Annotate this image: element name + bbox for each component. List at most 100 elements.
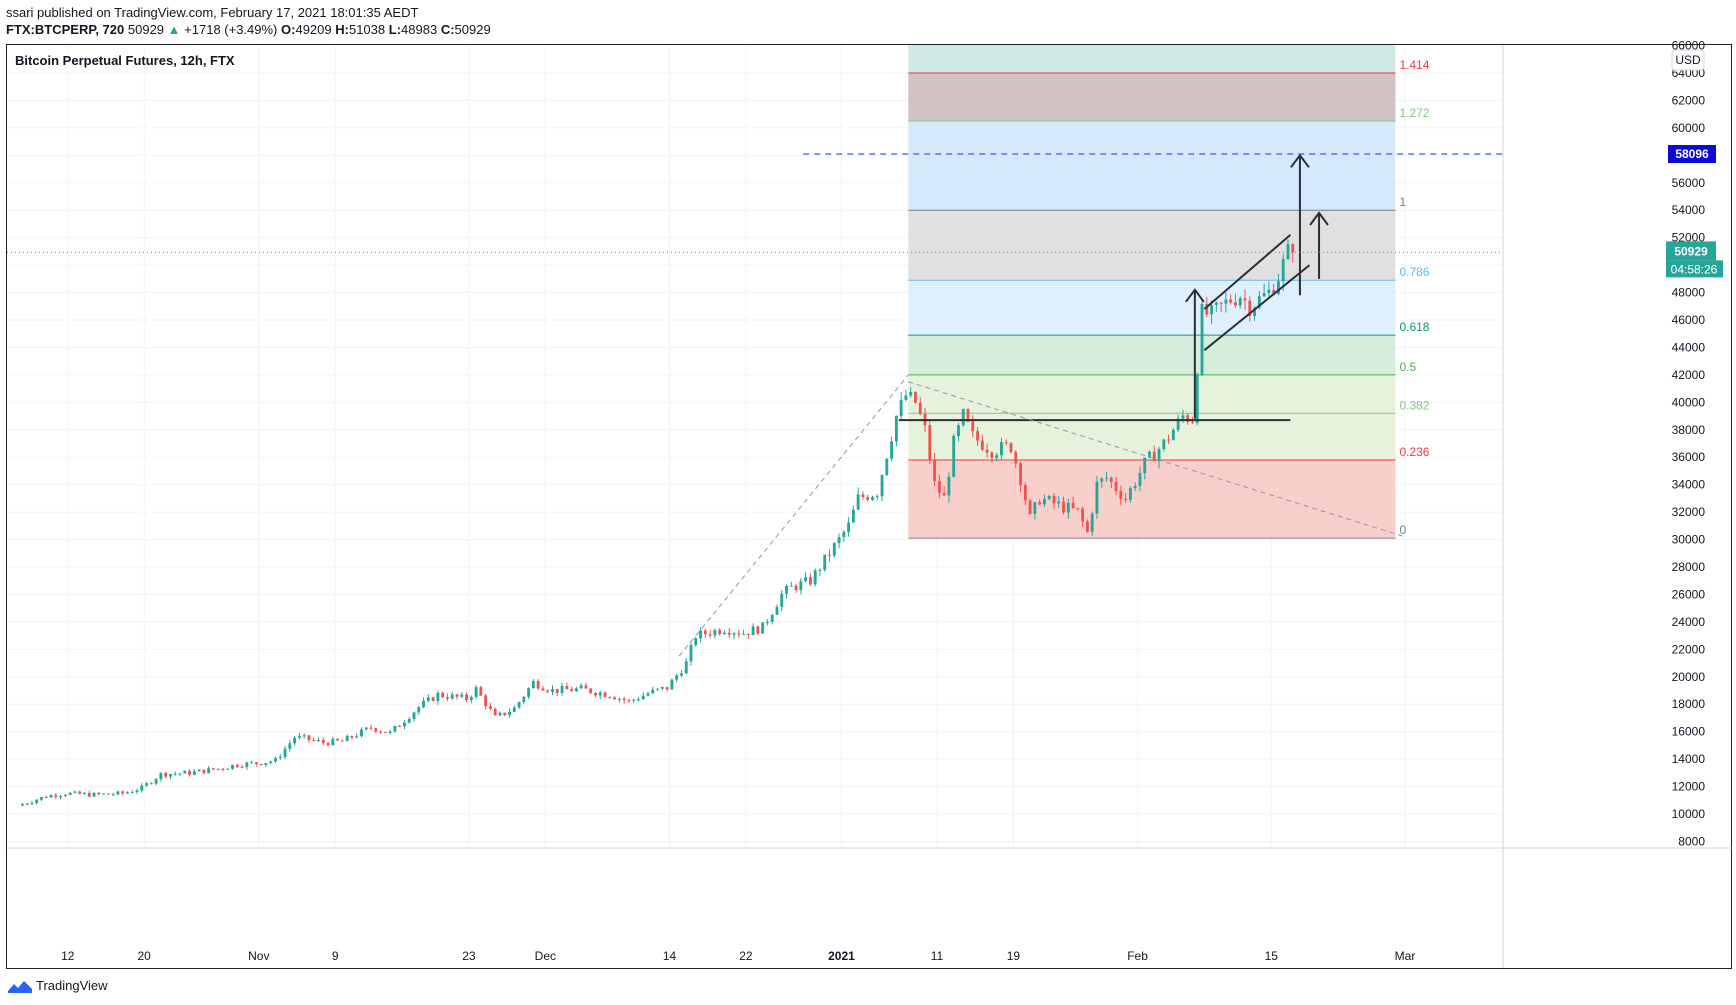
candle-body	[1100, 478, 1104, 482]
candle-body	[254, 762, 258, 765]
fib-band	[908, 210, 1396, 281]
candle-body	[422, 700, 425, 708]
candle-body	[799, 581, 803, 591]
candle-body	[1200, 304, 1204, 375]
candle-body	[1042, 499, 1046, 505]
candle-body	[684, 661, 688, 674]
currency-label: USD	[1675, 53, 1701, 67]
candle-body	[92, 792, 96, 797]
candle-body	[608, 696, 612, 698]
candle-body	[503, 712, 507, 716]
price-tick-label: 46000	[1672, 313, 1706, 327]
candle-body	[1004, 442, 1008, 444]
candle-body	[937, 481, 941, 493]
price-tick-label: 34000	[1672, 478, 1706, 492]
candle-body	[231, 764, 234, 769]
candle-body	[775, 607, 779, 615]
time-tick-label: 23	[462, 949, 476, 963]
candle-body	[589, 688, 593, 693]
candle-body	[627, 700, 631, 702]
high-value: 51038	[348, 22, 386, 37]
candle-body	[761, 622, 765, 634]
candle-body	[154, 779, 158, 784]
candle-body	[269, 761, 273, 763]
candle-body	[317, 739, 320, 741]
candlesticks	[20, 239, 1295, 807]
candle-body	[660, 687, 664, 689]
candle-body	[345, 735, 349, 742]
price-tick-label: 10000	[1672, 807, 1706, 821]
time-tick-label: 12	[61, 949, 75, 963]
footer-brand-label: TradingView	[36, 978, 108, 993]
candle-body	[1052, 495, 1056, 504]
chart-frame[interactable]	[6, 44, 1732, 969]
time-tick-label: 9	[332, 949, 339, 963]
candle-body	[116, 791, 120, 795]
candle-body	[59, 795, 63, 797]
candle-body	[312, 739, 316, 741]
candle-body	[169, 774, 172, 777]
candle-body	[637, 699, 640, 701]
target-price-value: 58096	[1675, 147, 1709, 161]
candle-body	[388, 731, 392, 733]
arrow-up-icon	[1290, 153, 1310, 168]
candle-body	[383, 731, 387, 733]
candle-body	[808, 577, 812, 585]
publish-info: ssari published on TradingView.com, Febr…	[6, 5, 419, 20]
candle-body	[360, 729, 363, 737]
candle-body	[469, 696, 473, 701]
candle-body	[699, 630, 702, 639]
candle-body	[460, 694, 464, 697]
candle-body	[145, 783, 148, 786]
candle-body	[288, 743, 292, 749]
candle-body	[106, 793, 110, 795]
candle-body	[866, 497, 870, 500]
open-value: 49209	[295, 22, 332, 37]
candle-body	[689, 645, 693, 662]
candle-body	[574, 688, 578, 692]
price-tick-label: 28000	[1672, 560, 1706, 574]
candle-body	[933, 459, 937, 482]
candle-body	[436, 692, 440, 701]
candle-body	[73, 791, 77, 793]
chart-title: Bitcoin Perpetual Futures, 12h, FTX	[15, 53, 235, 68]
fib-level-label: 1.272	[1399, 106, 1429, 120]
candle-body	[121, 791, 125, 794]
candle-body	[130, 791, 134, 793]
candle-body	[54, 795, 58, 797]
candle-body	[742, 633, 745, 635]
candle-body	[159, 772, 163, 780]
price-tick-label: 24000	[1672, 615, 1706, 629]
footer-brand[interactable]: TradingView	[8, 978, 108, 993]
close-label: C:	[440, 22, 455, 37]
candle-body	[751, 626, 755, 636]
candle-body	[789, 585, 793, 587]
candle-body	[1272, 289, 1276, 295]
candle-body	[837, 536, 841, 544]
candle-body	[617, 698, 621, 700]
candle-body	[1128, 488, 1132, 500]
fib-band	[908, 459, 1396, 539]
candle-body	[264, 762, 268, 765]
price-tick-label: 12000	[1672, 780, 1706, 794]
candle-body	[1081, 508, 1085, 522]
candle-body	[240, 766, 244, 768]
candle-body	[441, 692, 445, 698]
candle-body	[885, 458, 889, 476]
candle-body	[1210, 304, 1214, 315]
candle-body	[985, 449, 989, 453]
fib-level-label: 0.382	[1399, 398, 1429, 412]
candle-body	[785, 586, 788, 594]
candle-body	[1167, 439, 1171, 441]
candle-body	[35, 799, 39, 803]
candle-body	[484, 695, 488, 707]
candle-body	[904, 395, 908, 401]
candle-body	[1229, 299, 1233, 303]
candle-body	[952, 435, 956, 477]
candle-body	[894, 415, 898, 442]
candle-body	[770, 614, 774, 622]
candle-body	[1014, 452, 1018, 464]
candle-body	[1033, 502, 1037, 514]
candle-body	[555, 689, 559, 693]
